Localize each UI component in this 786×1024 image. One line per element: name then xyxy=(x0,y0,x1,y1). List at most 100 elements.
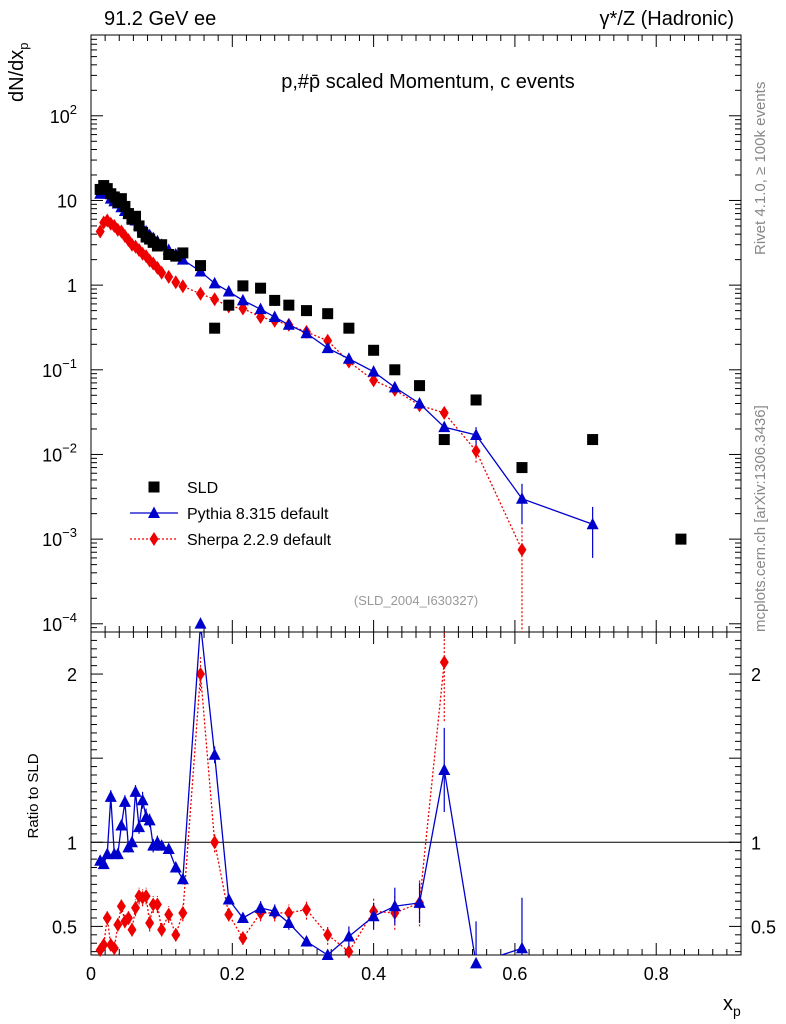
ratio-point xyxy=(113,917,123,932)
ratio-point xyxy=(344,944,354,959)
ratio-point xyxy=(116,899,126,914)
top-point xyxy=(133,220,145,232)
legend-label: Sherpa 2.2.9 default xyxy=(187,532,332,549)
top-point xyxy=(223,299,235,311)
top-point xyxy=(586,517,599,530)
ratio-point xyxy=(388,899,401,912)
top-point xyxy=(438,420,451,433)
ratio-point xyxy=(178,905,188,920)
top-point xyxy=(115,193,127,205)
top-point xyxy=(369,373,379,388)
ratio-point xyxy=(282,916,295,929)
top-point xyxy=(343,322,355,334)
top-point xyxy=(95,224,105,239)
ratio-point xyxy=(136,793,149,806)
ratio-point xyxy=(300,935,313,947)
ratio-y-tick-label-right: 2 xyxy=(751,665,761,685)
y-tick-label: 10−2 xyxy=(42,440,77,465)
analysis-id-label: (SLD_2004_I630327) xyxy=(354,593,478,608)
top-point xyxy=(195,260,207,272)
top-point xyxy=(163,249,175,261)
top-point xyxy=(675,533,687,545)
top-series-diamond xyxy=(99,219,523,632)
top-point xyxy=(134,242,144,257)
y-tick-label: 10−3 xyxy=(42,525,77,550)
y-tick-label: 10−1 xyxy=(42,356,77,381)
ratio-point xyxy=(169,861,182,873)
y-tick-label: 1 xyxy=(67,276,77,296)
ratio-point xyxy=(470,956,483,969)
top-point xyxy=(138,246,148,261)
ratio-y-tick-label: 2 xyxy=(67,665,77,685)
top-point xyxy=(176,253,189,265)
top-point xyxy=(323,333,333,348)
legend-label: Pythia 8.315 default xyxy=(187,506,329,523)
top-point xyxy=(157,265,167,280)
ratio-point xyxy=(162,842,175,855)
legend-marker xyxy=(148,506,160,518)
ratio-y-axis-title: Ratio to SLD xyxy=(25,753,42,838)
top-point xyxy=(209,322,221,334)
ratio-point xyxy=(284,905,294,920)
ratio-point xyxy=(171,927,181,942)
ratio-y-tick-label: 0.5 xyxy=(52,917,77,937)
process-label: γ*/Z (Hadronic) xyxy=(599,8,734,30)
ratio-point xyxy=(111,847,124,860)
top-point xyxy=(269,294,281,306)
top-point xyxy=(342,352,355,364)
top-point xyxy=(368,344,380,356)
ratio-point xyxy=(413,896,426,908)
top-point xyxy=(413,396,426,409)
ratio-point xyxy=(145,916,155,931)
top-point xyxy=(122,208,134,220)
top-point xyxy=(177,247,189,259)
ratio-point xyxy=(127,922,137,937)
top-point xyxy=(237,280,249,292)
top-point xyxy=(282,318,295,330)
ratio-point xyxy=(342,929,355,942)
y-tick-label: 10−4 xyxy=(42,610,77,635)
ratio-point xyxy=(224,907,234,922)
x-axis-title: xp xyxy=(723,993,741,1019)
ratio-point xyxy=(123,910,133,925)
y-tick-label: 10 xyxy=(57,191,77,211)
ratio-point xyxy=(164,907,174,922)
legend-marker xyxy=(149,532,159,546)
top-point xyxy=(517,542,527,557)
ratio-point xyxy=(97,857,110,870)
ratio-point xyxy=(301,902,311,917)
legend-label: SLD xyxy=(187,480,218,497)
ratio-point xyxy=(222,892,235,905)
top-point xyxy=(171,275,181,290)
top-point xyxy=(322,308,334,320)
top-point xyxy=(254,302,267,315)
top-point xyxy=(389,364,401,376)
top-point xyxy=(196,286,206,301)
ratio-point xyxy=(323,927,333,942)
ratio-point xyxy=(236,911,249,923)
ratio-point xyxy=(208,748,221,760)
x-tick-label: 0 xyxy=(86,964,96,984)
x-tick-label: 0.8 xyxy=(644,964,669,984)
top-point xyxy=(367,365,380,377)
top-point xyxy=(439,405,449,420)
top-point xyxy=(515,492,528,504)
top-point xyxy=(414,380,426,392)
top-point xyxy=(119,200,131,212)
ratio-point xyxy=(99,937,109,952)
ratio-point xyxy=(109,941,119,956)
ratio-point xyxy=(196,667,206,682)
ratio-point xyxy=(115,818,128,831)
ratio-point xyxy=(367,909,380,922)
ratio-series-line xyxy=(99,632,523,955)
ratio-point xyxy=(118,795,131,807)
ratio-point xyxy=(321,948,334,960)
ratio-point xyxy=(194,617,207,629)
energy-label: 91.2 GeV ee xyxy=(104,8,217,30)
top-point xyxy=(587,434,599,446)
plot-title: p,#p̄ scaled Momentum, c events xyxy=(281,71,574,93)
x-tick-label: 0.6 xyxy=(502,964,527,984)
top-point xyxy=(208,276,221,289)
top-point xyxy=(255,282,267,294)
